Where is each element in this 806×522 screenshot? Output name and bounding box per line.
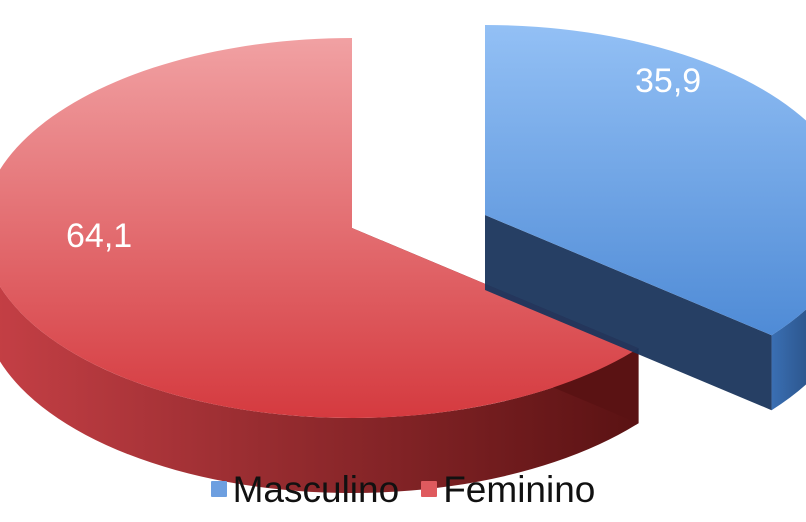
legend-swatch-masculino xyxy=(210,481,227,497)
slice-masculino-cut-face xyxy=(485,215,772,411)
legend: Masculino Feminino xyxy=(0,464,806,514)
slice-masculino-top xyxy=(485,25,806,336)
slice-masculino-side xyxy=(771,309,806,411)
data-label-masculino: 35,9 xyxy=(635,62,701,100)
data-label-feminino: 64,1 xyxy=(66,217,132,255)
legend-label-feminino: Feminino xyxy=(443,468,596,510)
slice-feminino-top xyxy=(0,38,639,418)
slice-feminino-side xyxy=(0,286,639,493)
legend-item-feminino: Feminino xyxy=(421,471,595,508)
legend-swatch-feminino xyxy=(421,481,438,497)
legend-label-masculino: Masculino xyxy=(232,468,400,510)
legend-item-masculino: Masculino xyxy=(210,468,400,510)
slice-feminino xyxy=(0,38,639,493)
slice-masculino xyxy=(485,25,806,411)
